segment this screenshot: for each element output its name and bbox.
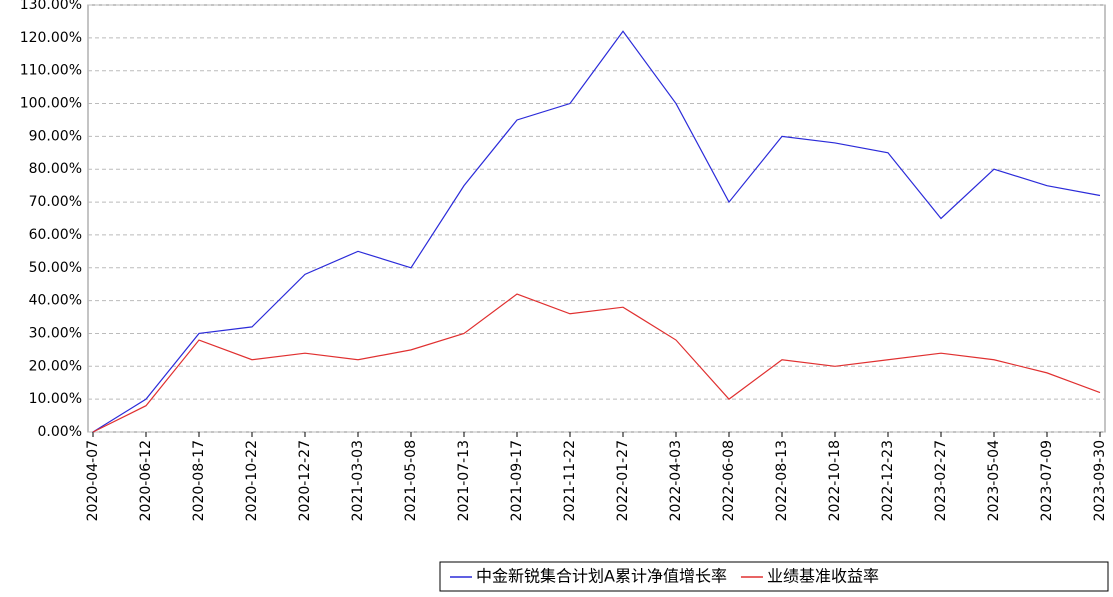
x-tick-label: 2020-08-17 xyxy=(191,440,207,521)
legend-label: 中金新锐集合计划A累计净值增长率 xyxy=(476,567,727,586)
y-tick-label: 50.00% xyxy=(29,260,82,276)
x-tick-label: 2022-10-18 xyxy=(827,440,843,521)
y-tick-label: 0.00% xyxy=(38,424,82,440)
series-line xyxy=(93,294,1100,432)
x-tick-label: 2020-04-07 xyxy=(85,440,101,521)
series-line xyxy=(93,31,1100,432)
y-tick-label: 20.00% xyxy=(29,358,82,374)
x-tick-label: 2021-07-13 xyxy=(456,440,472,521)
legend-label: 业绩基准收益率 xyxy=(767,567,879,586)
y-tick-label: 60.00% xyxy=(29,227,82,243)
y-tick-label: 70.00% xyxy=(29,194,82,210)
x-tick-label: 2020-12-27 xyxy=(297,440,313,521)
y-tick-label: 40.00% xyxy=(29,293,82,309)
y-tick-label: 80.00% xyxy=(29,161,82,177)
x-tick-label: 2023-02-27 xyxy=(933,440,949,521)
x-tick-label: 2023-05-04 xyxy=(986,440,1002,521)
y-tick-label: 30.00% xyxy=(29,325,82,341)
x-tick-label: 2022-06-08 xyxy=(721,440,737,521)
x-tick-label: 2023-07-09 xyxy=(1039,440,1055,521)
y-tick-label: 90.00% xyxy=(29,128,82,144)
y-tick-label: 100.00% xyxy=(20,96,82,112)
x-tick-label: 2020-10-22 xyxy=(244,440,260,521)
x-tick-label: 2022-12-23 xyxy=(880,440,896,521)
x-tick-label: 2021-03-03 xyxy=(350,440,366,521)
x-tick-label: 2021-05-08 xyxy=(403,440,419,521)
x-tick-label: 2022-04-03 xyxy=(668,440,684,521)
x-tick-label: 2022-01-27 xyxy=(615,440,631,521)
x-tick-label: 2022-08-13 xyxy=(774,440,790,521)
plot-frame xyxy=(88,5,1105,432)
y-tick-label: 120.00% xyxy=(20,30,82,46)
x-tick-label: 2021-11-22 xyxy=(562,440,578,521)
y-tick-label: 110.00% xyxy=(20,63,82,79)
y-tick-label: 10.00% xyxy=(29,391,82,407)
x-tick-label: 2021-09-17 xyxy=(509,440,525,521)
chart: 0.00% 10.00% 20.00% 30.00% 40.00% 50.00% 60.00… xyxy=(0,0,1113,593)
y-tick-label: 130.00% xyxy=(20,0,82,13)
x-tick-label: 2020-06-12 xyxy=(138,440,154,521)
x-tick-label: 2023-09-30 xyxy=(1092,440,1108,521)
